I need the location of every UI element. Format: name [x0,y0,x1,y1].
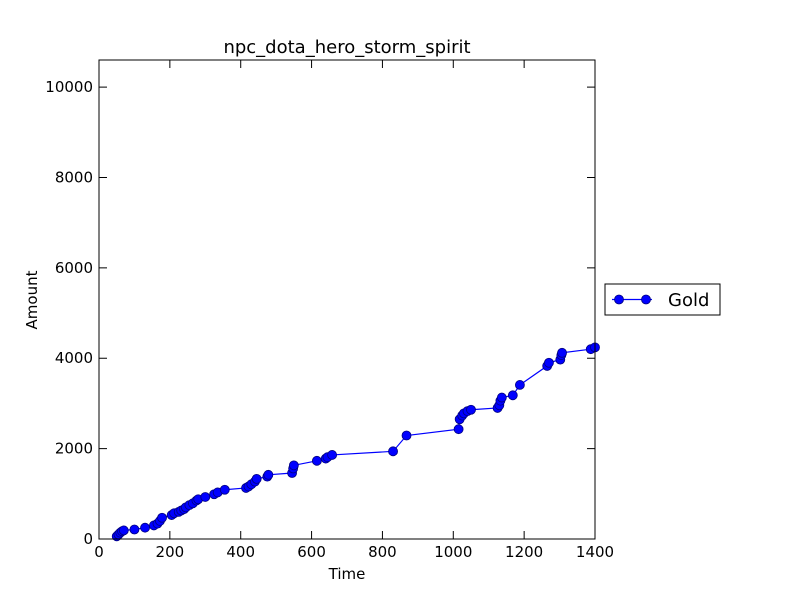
x-tick-label: 1200 [505,543,543,561]
legend: Gold [604,283,721,316]
y-tick-label: 4000 [55,349,93,367]
x-tick-label: 1000 [434,543,472,561]
legend-marker-right [641,294,651,305]
y-tick-label: 2000 [55,440,93,458]
legend-marker-left [614,294,624,305]
data-point [544,357,554,368]
data-point [219,484,230,495]
x-tick-label: 400 [226,543,255,561]
legend-label-gold: Gold [668,290,709,311]
y-axis-label: Amount [23,270,41,329]
data-point [453,424,464,435]
data-point [140,522,150,533]
data-point [507,390,518,401]
chart-title: npc_dota_hero_storm_spirit [223,37,470,58]
data-point [311,455,322,466]
data-point [157,512,167,523]
plot-frame [98,59,596,540]
data-point [251,473,262,484]
x-tick-label: 200 [156,543,185,561]
x-tick-label: 1400 [576,543,614,561]
x-tick-label: 800 [368,543,397,561]
x-tick-label: 600 [297,543,326,561]
data-point [263,469,274,480]
x-axis-label: Time [328,565,366,583]
series-layer [111,342,600,542]
y-tick-label: 6000 [55,259,93,277]
data-point [514,380,525,390]
x-tick-label: 0 [94,543,104,561]
data-point [557,347,567,358]
data-point [496,392,507,403]
axis-ticks: 0 200 400 600 800 1000 1200 1400 0 2000 4000 6000 80… [45,60,614,561]
y-tick-label: 10000 [45,78,93,96]
data-point [200,492,211,502]
data-point [401,430,412,441]
data-point [129,524,140,535]
y-tick-label: 0 [83,530,93,548]
data-point [466,404,476,415]
data-point [118,525,129,536]
data-point [388,446,398,457]
y-tick-label: 8000 [55,168,93,186]
data-point [288,460,299,471]
data-point [327,450,338,460]
